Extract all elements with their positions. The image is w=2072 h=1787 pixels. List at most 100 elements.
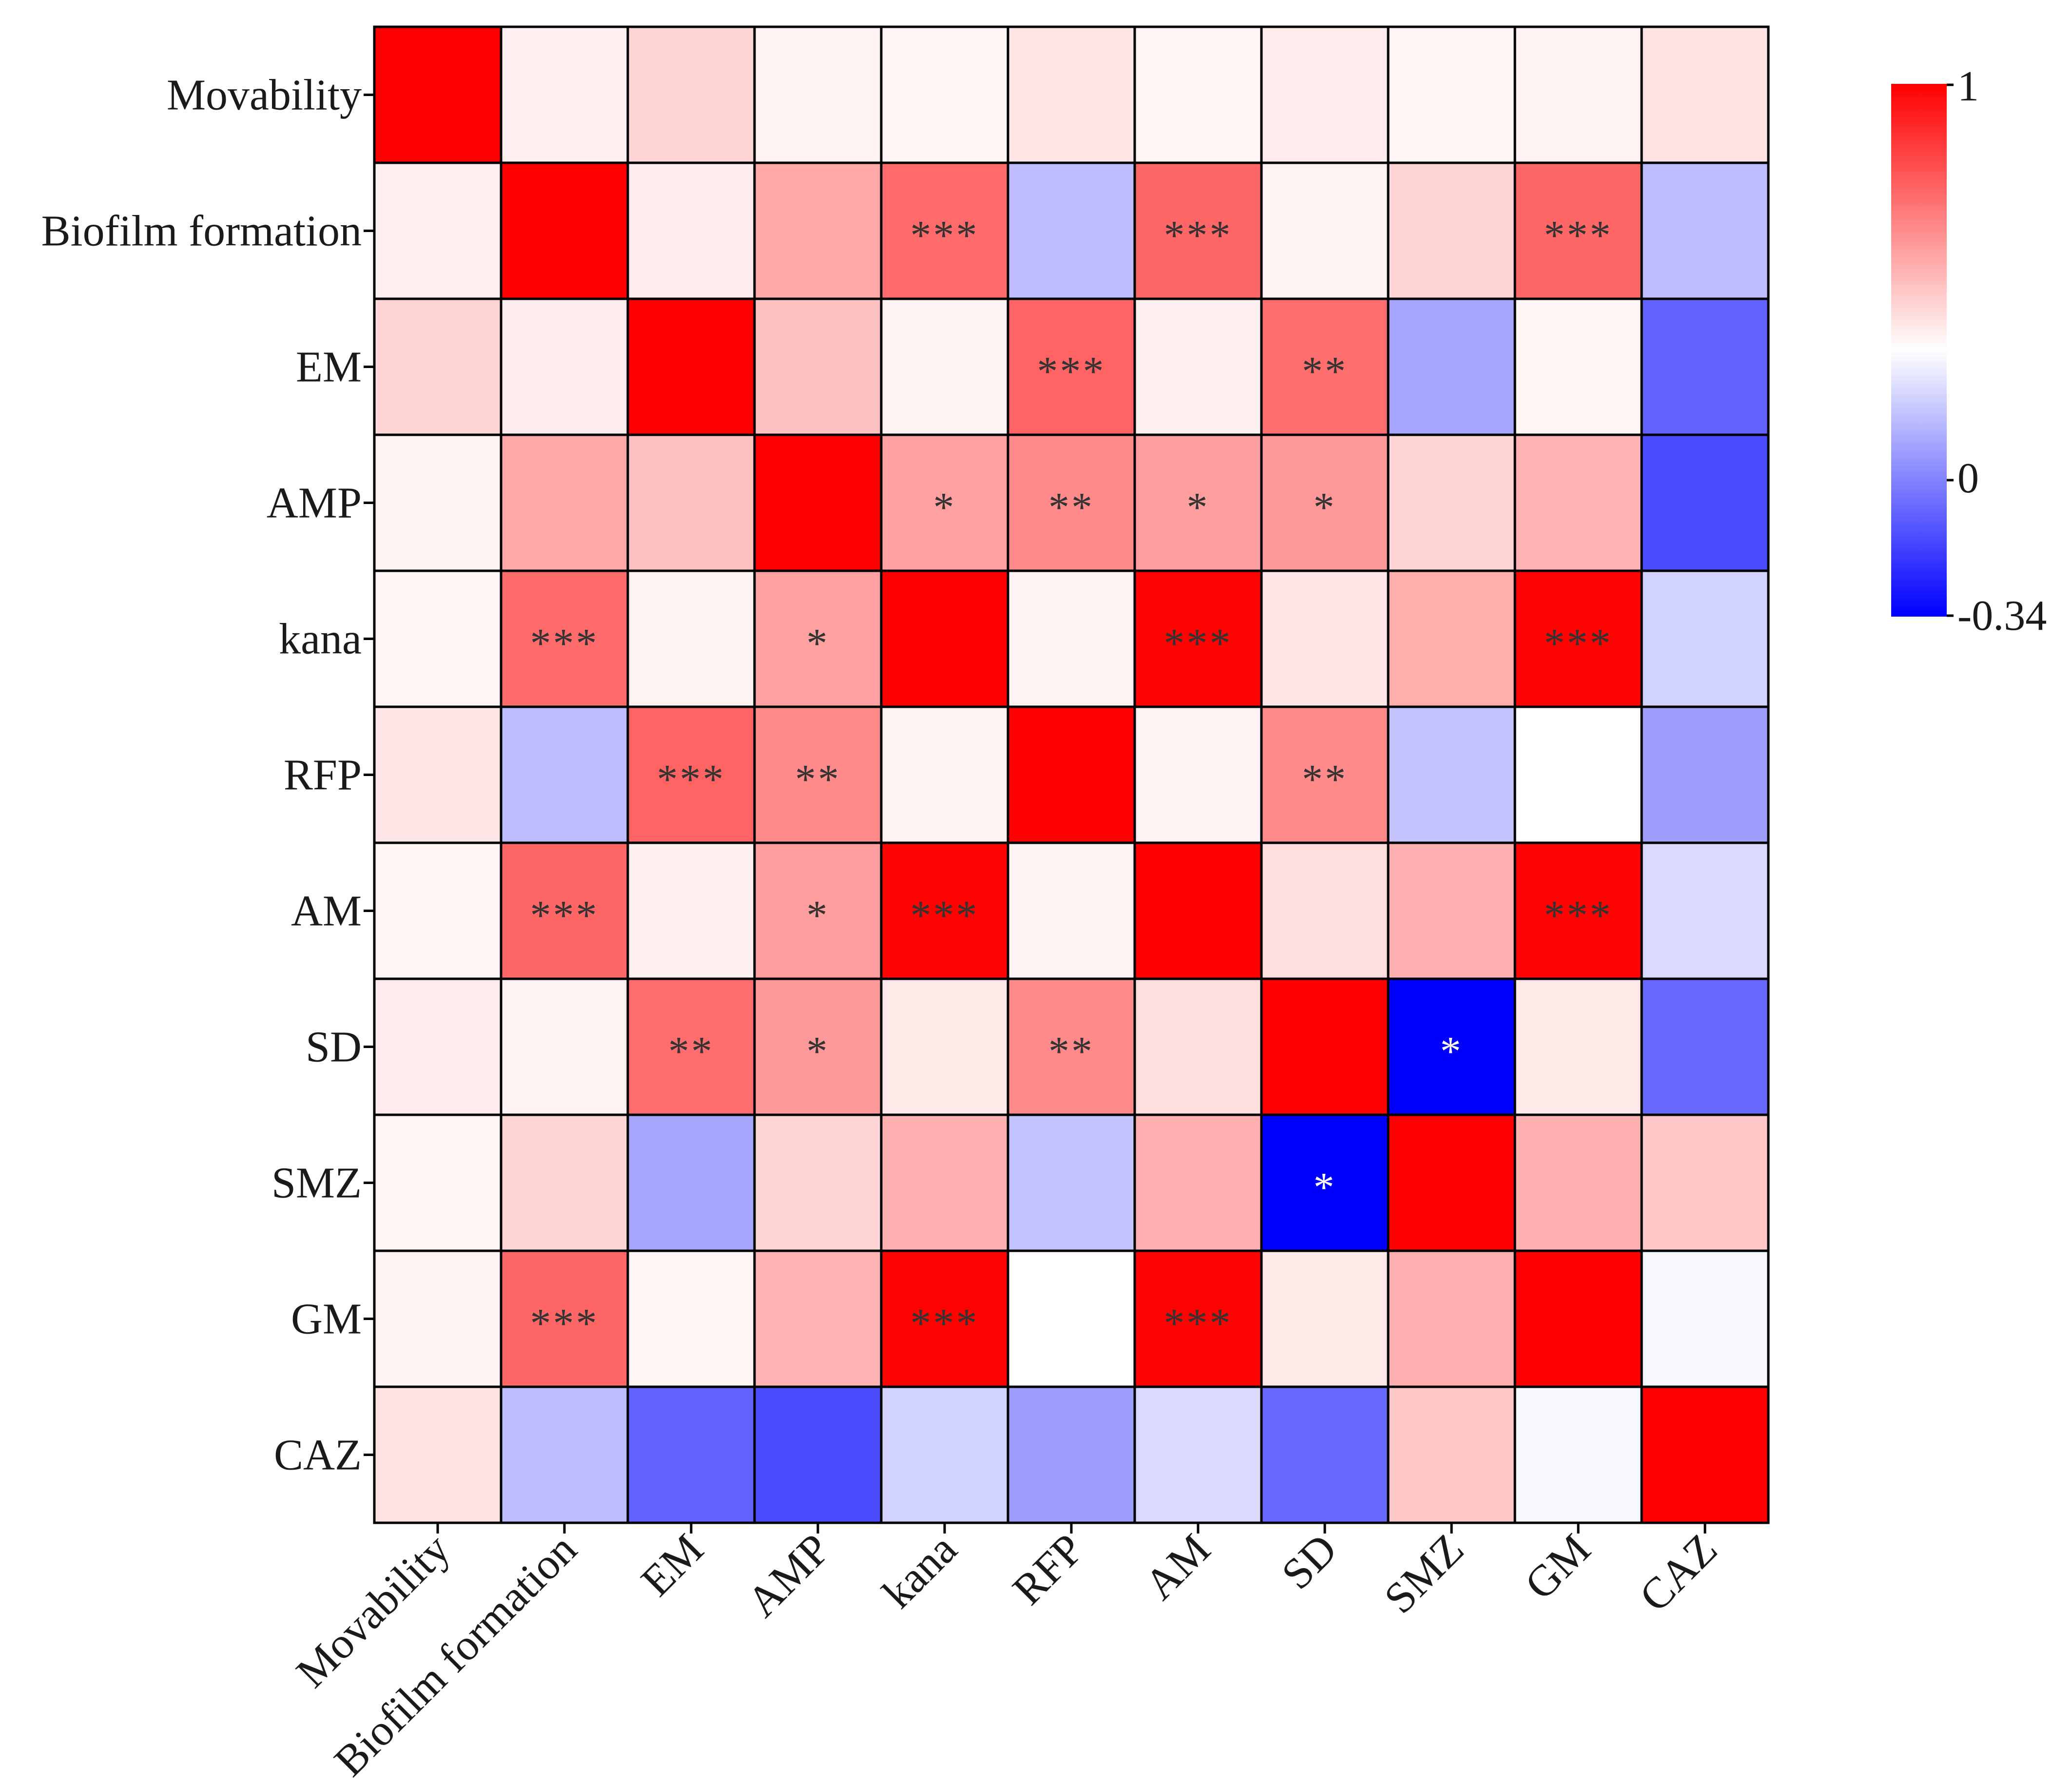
heatmap-cell <box>500 161 629 300</box>
heatmap-cell <box>1513 1249 1643 1388</box>
heatmap-cell <box>500 569 629 708</box>
row-label: CAZ <box>274 1431 362 1479</box>
heatmap-cell <box>373 705 503 844</box>
row-label: AMP <box>267 479 362 527</box>
heatmap-cell <box>373 841 503 980</box>
heatmap-cell <box>1640 977 1770 1116</box>
heatmap-cell <box>626 297 756 436</box>
heatmap-cell <box>1387 433 1516 572</box>
heatmap-cell <box>1387 1249 1516 1388</box>
heatmap-cell <box>500 25 629 164</box>
heatmap-cell <box>1387 1113 1516 1252</box>
heatmap-cell <box>373 1249 503 1388</box>
heatmap-cell <box>626 1249 756 1388</box>
heatmap-cell <box>1640 1249 1770 1388</box>
heatmap-cell <box>1513 977 1643 1116</box>
heatmap-cell <box>880 25 1009 164</box>
heatmap-cell <box>1007 977 1136 1116</box>
heatmap-cell <box>1133 705 1263 844</box>
column-label: GM <box>1516 1525 1600 1609</box>
heatmap-cell <box>753 977 883 1116</box>
heatmap-cell <box>1387 25 1516 164</box>
heatmap-cell <box>1260 1249 1390 1388</box>
heatmap-cell <box>1387 841 1516 980</box>
row-label: EM <box>296 343 362 391</box>
heatmap-cell <box>373 161 503 300</box>
heatmap-cell <box>1133 841 1263 980</box>
significance-marker: ** <box>795 756 841 803</box>
column-label: RFP <box>1004 1525 1093 1614</box>
row-label: kana <box>279 615 362 663</box>
heatmap-cell <box>500 1113 629 1252</box>
heatmap-cell <box>1640 569 1770 708</box>
heatmap-cell <box>1513 705 1643 844</box>
heatmap-cell <box>1513 569 1643 708</box>
heatmap-cell <box>753 705 883 844</box>
heatmap-cell <box>1640 25 1770 164</box>
heatmap-cell <box>1640 1113 1770 1252</box>
heatmap-cell <box>1513 297 1643 436</box>
heatmap-cell <box>373 1113 503 1252</box>
significance-marker: *** <box>1164 620 1233 667</box>
significance-marker: * <box>1314 484 1336 531</box>
heatmap-cell <box>1260 1113 1390 1252</box>
significance-marker: * <box>1314 1164 1336 1211</box>
significance-marker: * <box>1440 1028 1463 1075</box>
heatmap-cell <box>1513 841 1643 980</box>
heatmap-cell <box>1387 569 1516 708</box>
heatmap-cell <box>626 569 756 708</box>
significance-marker: *** <box>1164 1300 1233 1347</box>
significance-marker: * <box>807 620 830 667</box>
heatmap-cell <box>373 25 503 164</box>
significance-marker: *** <box>530 620 599 667</box>
heatmap-cell <box>626 161 756 300</box>
heatmap-cell <box>1007 1249 1136 1388</box>
significance-marker: ** <box>1048 1028 1094 1075</box>
heatmap-cell <box>1007 569 1136 708</box>
heatmap-cell <box>500 841 629 980</box>
significance-marker: ** <box>668 1028 714 1075</box>
row-label: Movability <box>167 71 362 119</box>
heatmap-cell <box>373 433 503 572</box>
heatmap-cell <box>1387 1385 1516 1524</box>
heatmap-cell <box>1133 433 1263 572</box>
significance-marker: *** <box>1544 212 1613 259</box>
heatmap-cell <box>880 705 1009 844</box>
heatmap-cell <box>1640 161 1770 300</box>
heatmap-cell <box>1133 161 1263 300</box>
heatmap-cell <box>500 297 629 436</box>
colorbar-tick-label-max: 1 <box>1957 63 1979 110</box>
significance-markers: *** *** ****** *** ** * **** * *** ****** ** ***** *… <box>530 212 1613 1347</box>
significance-marker: *** <box>530 1300 599 1347</box>
heatmap-cell <box>373 977 503 1116</box>
heatmap-cell <box>1133 1385 1263 1524</box>
column-label: AM <box>1136 1525 1220 1609</box>
row-label: SD <box>306 1023 362 1071</box>
heatmap-cell <box>1007 841 1136 980</box>
significance-marker: *** <box>1037 348 1106 395</box>
heatmap-cell <box>880 977 1009 1116</box>
heatmap-cell <box>1260 161 1390 300</box>
significance-marker: * <box>1187 484 1210 531</box>
significance-marker: *** <box>910 1300 979 1347</box>
heatmap-cell <box>1133 1113 1263 1252</box>
heatmap-cell <box>1260 25 1390 164</box>
heatmap-cell <box>1133 25 1263 164</box>
heatmap-cell <box>753 161 883 300</box>
heatmap-cell <box>753 433 883 572</box>
colorbar-tick-label-zero: 0 <box>1957 455 1979 502</box>
significance-marker: *** <box>910 212 979 259</box>
heatmap-cell <box>1260 569 1390 708</box>
significance-marker: * <box>933 484 956 531</box>
heatmap-cell <box>753 25 883 164</box>
heatmap-cell <box>626 433 756 572</box>
heatmap-cell <box>1007 705 1136 844</box>
row-label: GM <box>291 1295 362 1343</box>
colorbar-legend: 1 0 -0.34 <box>1891 63 2047 640</box>
heatmap-cell <box>626 841 756 980</box>
row-label: SMZ <box>271 1159 362 1207</box>
heatmap-cell <box>1007 1385 1136 1524</box>
heatmap-cell <box>1007 297 1136 436</box>
heatmap-cell <box>1640 1385 1770 1524</box>
